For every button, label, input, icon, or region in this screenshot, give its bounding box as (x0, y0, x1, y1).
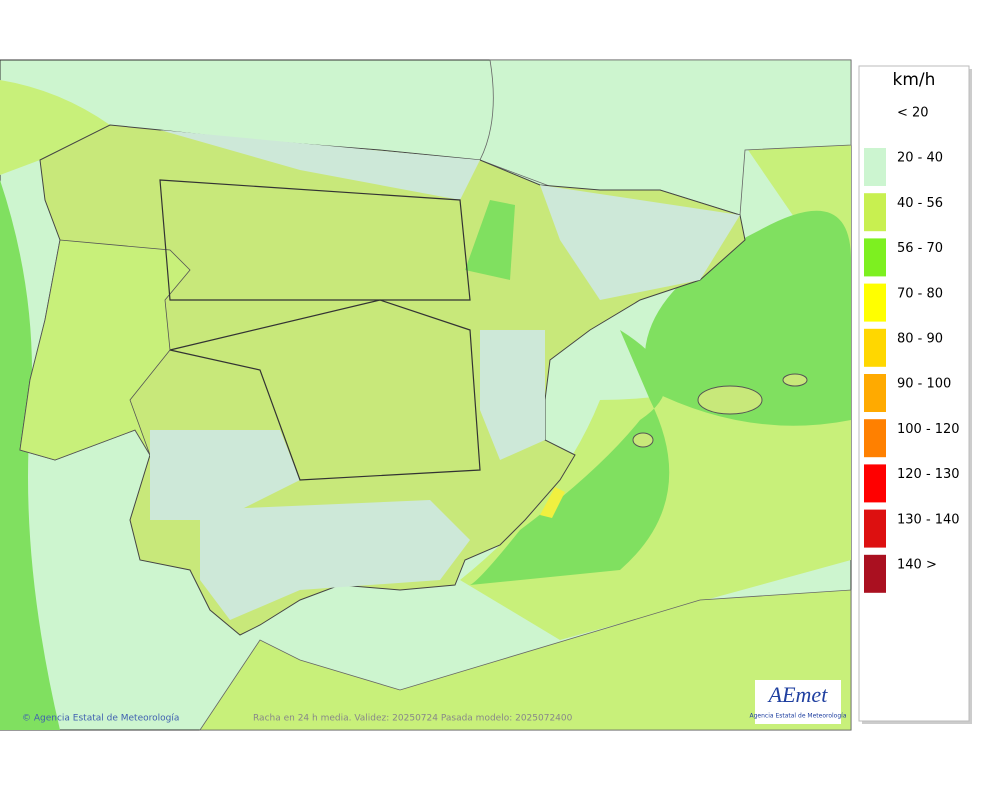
logo-box (755, 680, 841, 724)
legend-swatch (864, 554, 886, 593)
region-border (159, 179, 471, 301)
legend-label: 100 - 120 (897, 422, 960, 437)
france (479, 59, 852, 216)
legend-label: 90 - 100 (897, 377, 951, 392)
sea-zone (644, 210, 851, 426)
legend-swatch (864, 193, 886, 232)
legend-swatch (864, 419, 886, 458)
low-wind-zone (540, 185, 740, 300)
sea-zone (0, 80, 110, 175)
island (697, 385, 763, 415)
legend-swatch (864, 102, 886, 141)
legend-swatch (864, 238, 886, 277)
legend-swatch (864, 464, 886, 503)
legend-label: 140 > (897, 558, 937, 573)
low-wind-zone (160, 130, 480, 200)
caption: Racha en 24 h media. Validez: 20250724 P… (253, 714, 573, 724)
legend-swatch (864, 283, 886, 322)
legend-label: 40 - 56 (897, 196, 943, 211)
island (782, 373, 808, 387)
low-wind-zone (200, 500, 470, 620)
high-wind-zone (540, 487, 565, 518)
legend-title: km/h (893, 70, 936, 90)
legend-label: 70 - 80 (897, 286, 943, 301)
map: © Agencia Estatal de Meteorología Racha … (0, 59, 852, 731)
low-wind-zone (150, 430, 300, 520)
sea-zone (470, 330, 670, 585)
high-wind-zone (465, 200, 515, 280)
sea-zone (0, 180, 60, 730)
legend-label: 20 - 40 (897, 151, 943, 166)
island (632, 432, 654, 448)
legend-swatch (864, 328, 886, 367)
legend-label: 80 - 90 (897, 332, 943, 347)
africa (199, 589, 852, 731)
legend-swatch (864, 509, 886, 548)
logo-subtitle: Agencia Estatal de Meteorología (750, 713, 847, 720)
low-wind-zone (480, 330, 545, 460)
legend: km/h < 20 20 - 40 40 - 56 56 - 70 70 - 80 80 … (858, 65, 972, 724)
legend-swatch (864, 148, 886, 186)
legend-label: 130 - 140 (897, 512, 960, 527)
legend-label: < 20 (897, 106, 929, 121)
legend-swatch (864, 374, 886, 412)
copyright: © Agencia Estatal de Meteorología (22, 714, 179, 724)
legend-label: 120 - 130 (897, 467, 960, 482)
legend-label: 56 - 70 (897, 241, 943, 256)
logo: AEmet (767, 682, 829, 707)
